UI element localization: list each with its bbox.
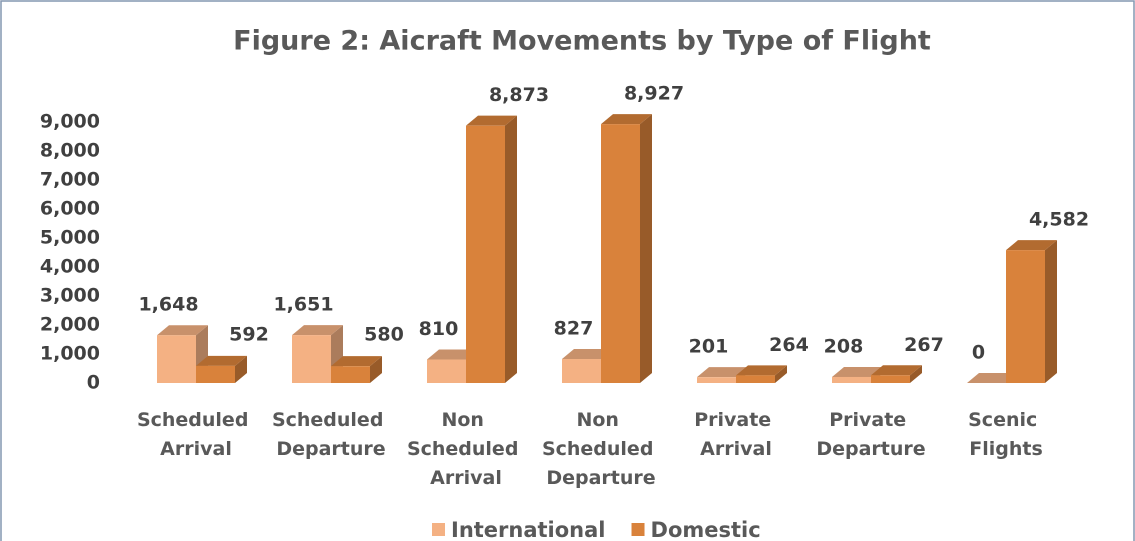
x-tick-label: Scheduled Arrival <box>137 409 255 460</box>
y-tick-label: 0 <box>87 372 100 394</box>
value-label: 810 <box>419 318 459 340</box>
bar-top <box>697 367 748 378</box>
value-label: 592 <box>229 324 269 346</box>
bar <box>331 366 370 383</box>
bar <box>736 375 775 383</box>
bar <box>427 359 466 383</box>
value-label: 8,927 <box>624 83 684 105</box>
bar-side <box>910 365 922 383</box>
bar-top <box>331 356 382 367</box>
legend-swatch <box>631 523 645 536</box>
x-tick-label: Scheduled Departure <box>272 409 390 460</box>
bar-top <box>832 366 883 377</box>
bar <box>601 124 640 383</box>
y-tick-label: 8,000 <box>40 140 100 162</box>
x-tick-label: Private Departure <box>816 409 925 460</box>
value-label: 267 <box>904 334 944 356</box>
legend-label: Domestic <box>651 518 761 541</box>
bar <box>292 335 331 383</box>
bar <box>562 359 601 383</box>
bar-side <box>775 365 787 383</box>
value-label: 208 <box>824 335 864 357</box>
x-tick-label: Scenic Flights <box>968 409 1044 460</box>
bar-top <box>427 349 478 360</box>
y-tick-label: 4,000 <box>40 256 100 278</box>
bar-top <box>196 355 247 366</box>
bar <box>871 375 910 383</box>
chart-title: Figure 2: Aicraft Movements by Type of F… <box>233 26 931 57</box>
bar-top <box>736 365 787 376</box>
bar-top <box>967 373 1018 383</box>
bar-side <box>1045 240 1057 383</box>
bar <box>697 377 736 383</box>
bar <box>1006 250 1045 383</box>
bar-top <box>601 114 652 125</box>
y-tick-label: 7,000 <box>40 169 100 191</box>
value-label: 1,651 <box>273 294 333 316</box>
bar-side <box>235 355 247 383</box>
y-tick-label: 2,000 <box>40 314 100 336</box>
bar-side <box>505 115 517 384</box>
value-label: 4,582 <box>1029 209 1089 231</box>
bar <box>466 125 505 384</box>
bar-side <box>370 356 382 383</box>
x-tick-label: Non Scheduled Departure <box>542 409 660 489</box>
bar-top <box>292 325 343 336</box>
y-tick-label: 1,000 <box>40 343 100 365</box>
bar-top <box>466 115 517 126</box>
legend-swatch <box>432 523 445 536</box>
legend-label: International <box>451 518 606 541</box>
bar <box>196 365 235 383</box>
y-tick-label: 3,000 <box>40 285 100 307</box>
bar <box>832 376 871 383</box>
value-label: 264 <box>769 334 809 356</box>
value-label: 1,648 <box>138 294 198 316</box>
bar-top <box>1006 240 1057 251</box>
y-tick-label: 9,000 <box>40 111 100 133</box>
x-tick-label: Non Scheduled Arrival <box>407 409 525 489</box>
value-label: 580 <box>364 324 404 346</box>
bar-top <box>157 325 208 336</box>
y-tick-label: 6,000 <box>40 198 100 220</box>
bar-top <box>562 349 613 360</box>
bar-side <box>640 114 652 383</box>
y-tick-label: 5,000 <box>40 227 100 249</box>
bar <box>157 335 196 383</box>
value-label: 8,873 <box>489 84 549 106</box>
bar-top <box>871 365 922 376</box>
value-label: 0 <box>972 342 985 364</box>
value-label: 201 <box>689 336 729 358</box>
x-tick-label: Private Arrival <box>694 409 778 460</box>
value-label: 827 <box>554 318 594 340</box>
